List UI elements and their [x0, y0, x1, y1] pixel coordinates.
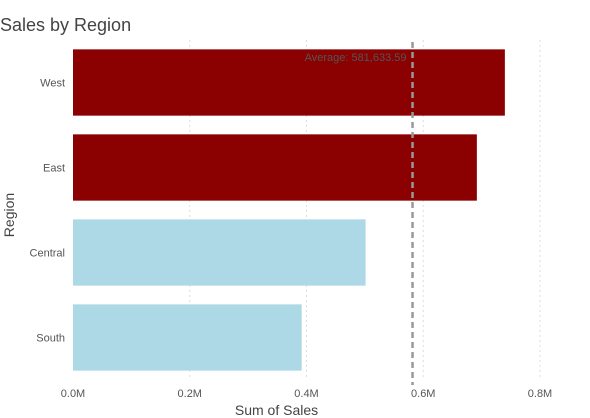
bar-east — [73, 134, 477, 201]
y-axis-title: Region — [1, 193, 17, 237]
y-tick-label: South — [36, 333, 65, 345]
bar-west — [73, 49, 505, 116]
x-tick-label: 0.8M — [528, 388, 552, 400]
average-label: Average: 581,633.59 — [305, 52, 407, 64]
y-tick-label: East — [43, 163, 65, 175]
x-tick-label: 0.4M — [294, 388, 318, 400]
x-axis-title: Sum of Sales — [235, 402, 318, 418]
x-tick-label: 0.0M — [61, 388, 85, 400]
y-tick-label: Central — [30, 248, 65, 260]
x-tick-label: 0.2M — [178, 388, 202, 400]
bar-central — [73, 219, 366, 286]
x-tick-label: 0.6M — [411, 388, 435, 400]
y-tick-label: West — [40, 78, 65, 90]
chart-title: Sales by Region — [0, 15, 132, 35]
bar-south — [73, 304, 302, 371]
